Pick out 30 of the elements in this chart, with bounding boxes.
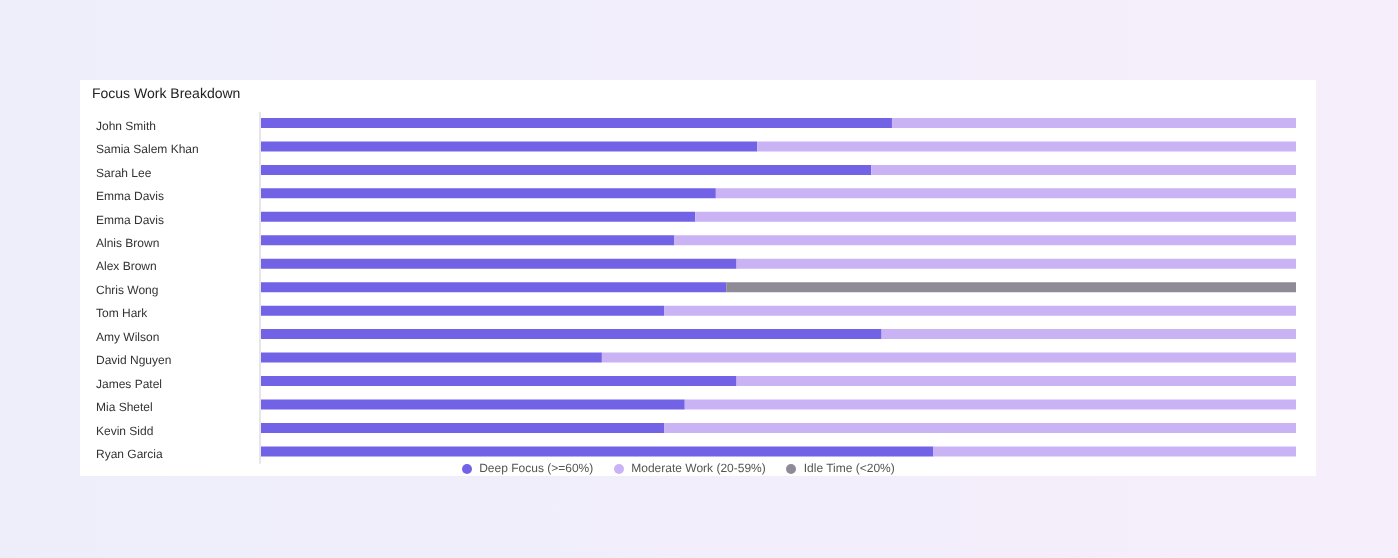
- bar: [933, 446, 1296, 457]
- bar: [664, 305, 1296, 316]
- bar: [715, 188, 1296, 199]
- bar: [695, 211, 1296, 222]
- bar: [260, 282, 727, 293]
- bar: [684, 399, 1296, 410]
- bar: [260, 211, 696, 222]
- bar: [601, 352, 1296, 363]
- bar: [260, 399, 685, 410]
- bar: [260, 305, 665, 316]
- bar: [881, 329, 1296, 340]
- bar: [736, 258, 1296, 269]
- bar: [260, 258, 737, 269]
- bar: [260, 352, 602, 363]
- bar: [871, 164, 1296, 175]
- bar: [260, 188, 716, 199]
- bar: [664, 422, 1296, 433]
- bar: [757, 141, 1296, 152]
- bar: [260, 164, 872, 175]
- bar: [891, 118, 1296, 128]
- bar: [260, 118, 892, 128]
- bar: [726, 282, 1296, 293]
- bar: [260, 376, 737, 387]
- bar: [260, 235, 675, 246]
- bar: [736, 376, 1296, 387]
- bar: [260, 329, 882, 340]
- bar: [260, 446, 934, 457]
- bar: [674, 235, 1296, 246]
- bar: [260, 141, 758, 152]
- bar: [260, 422, 665, 433]
